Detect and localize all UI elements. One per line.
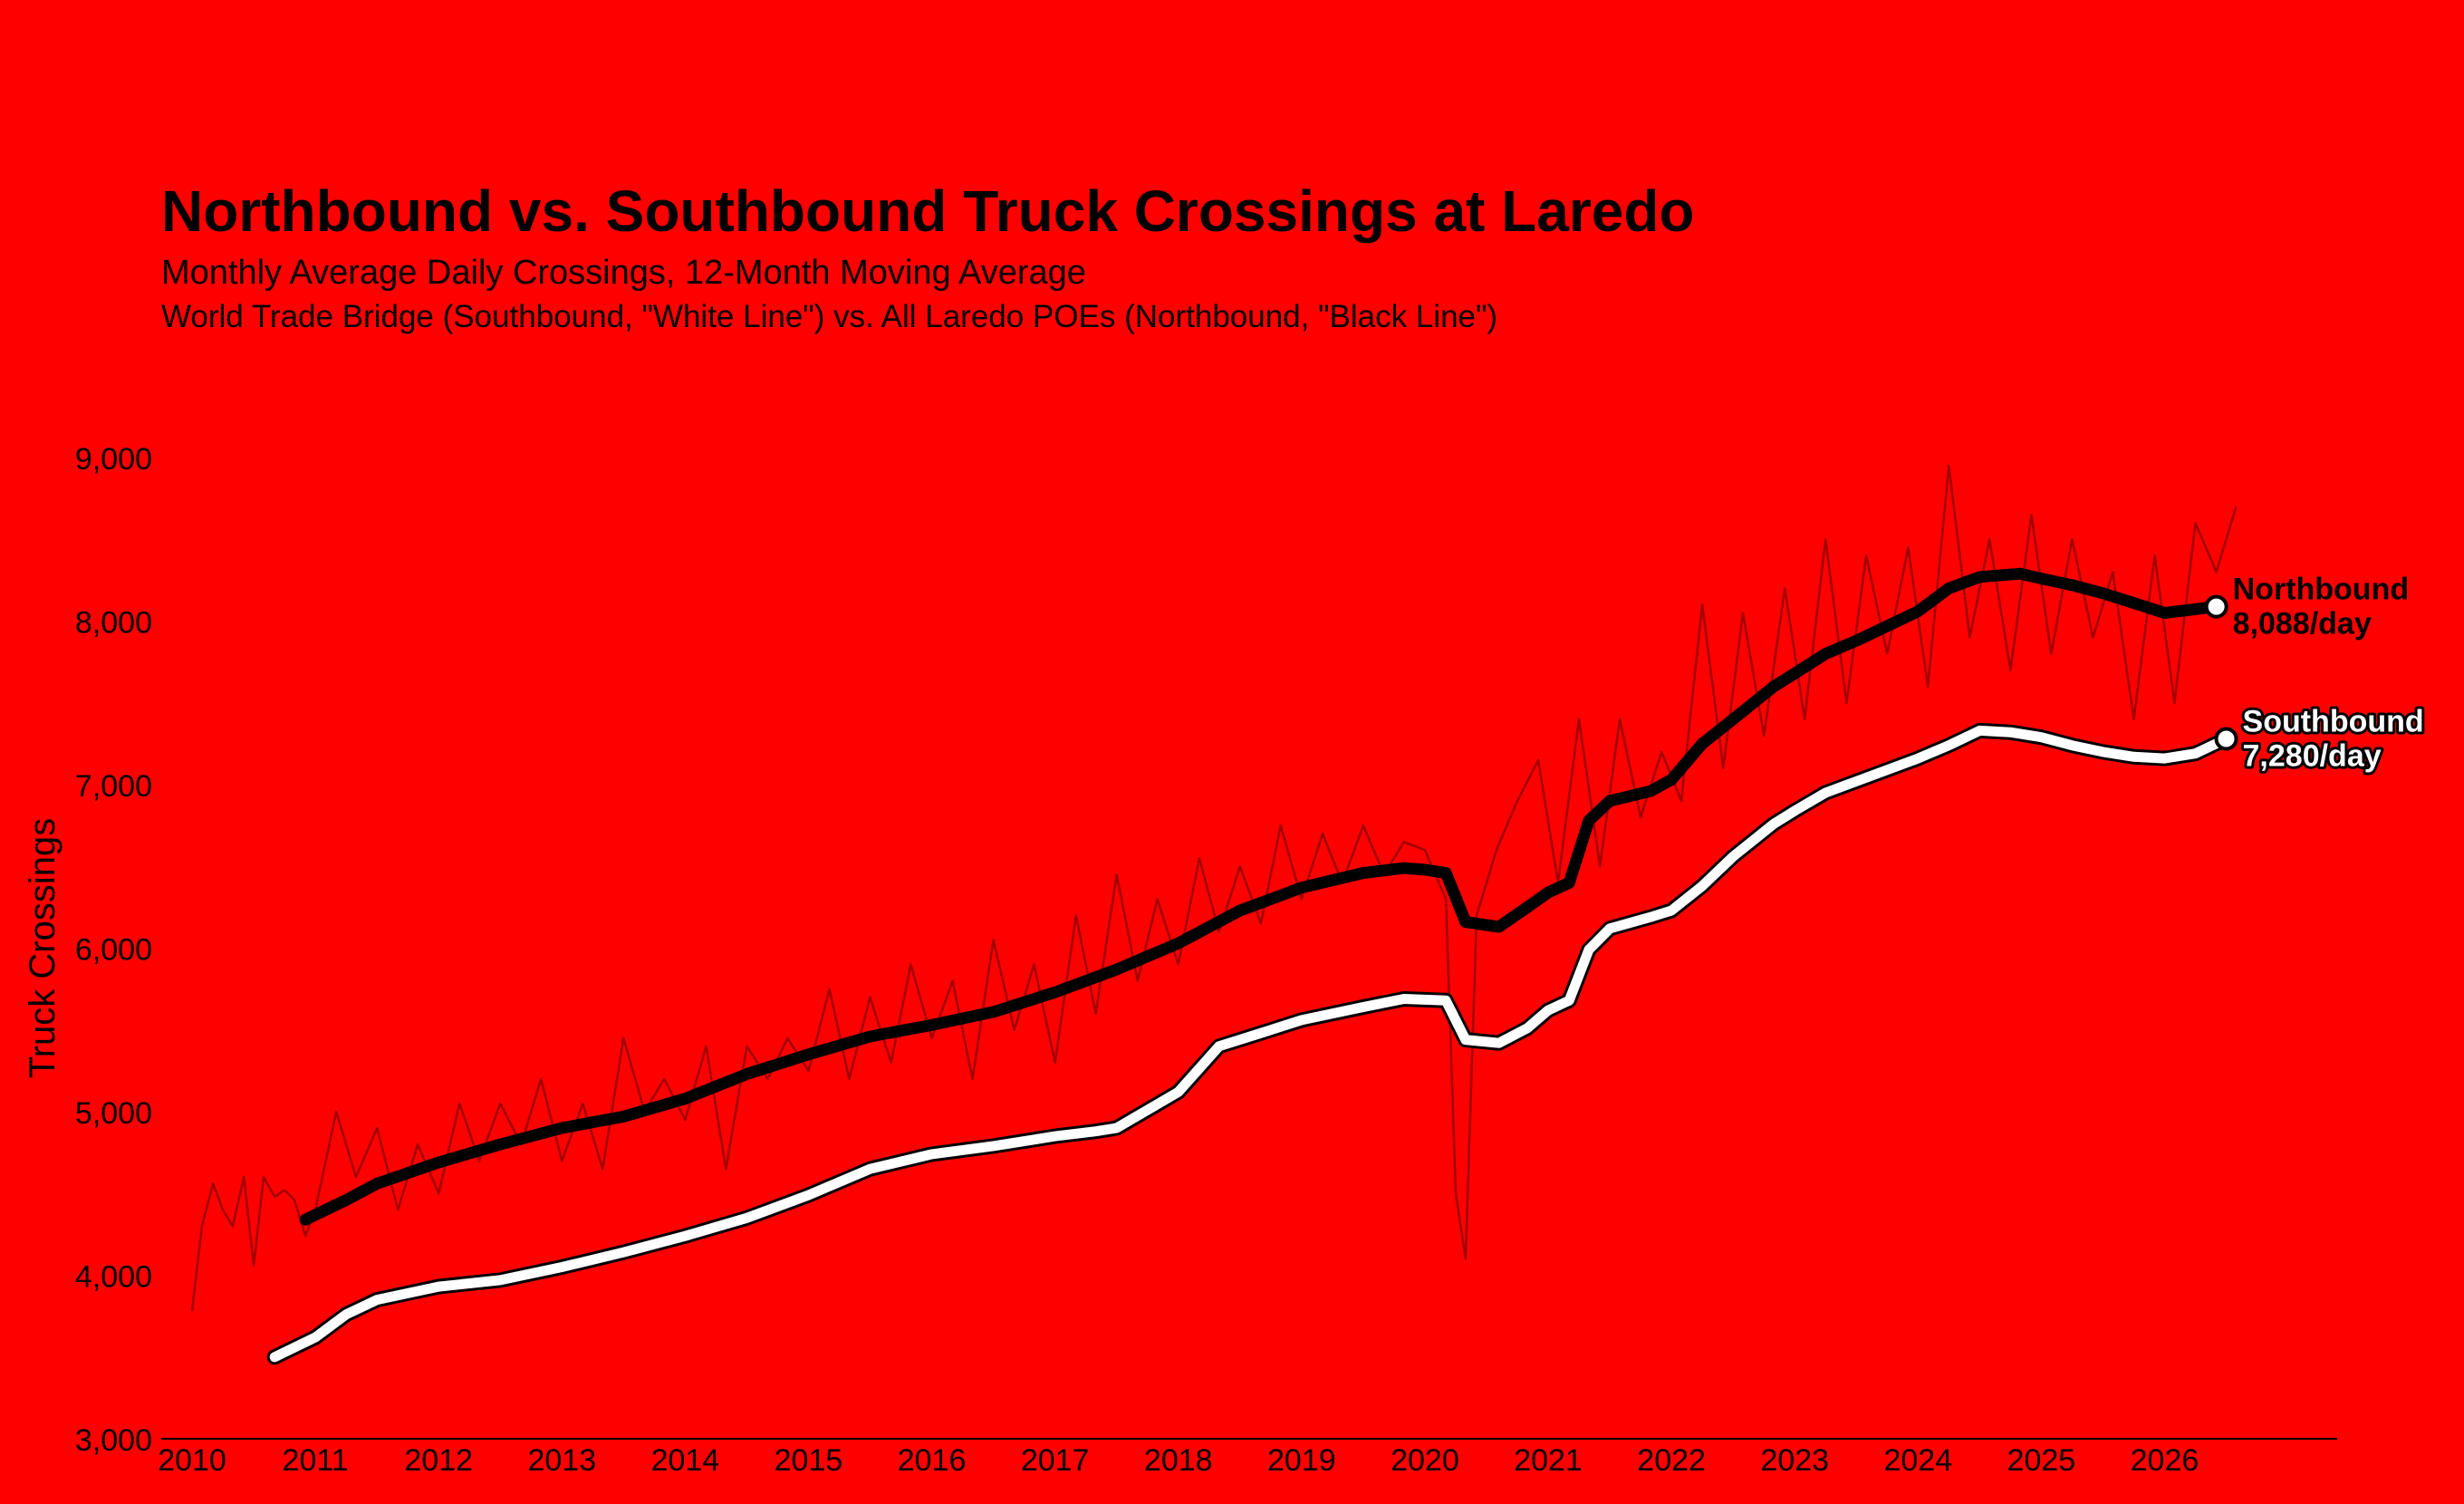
x-tick-label: 2023 <box>1760 1443 1829 1478</box>
x-tick-label: 2016 <box>898 1443 967 1478</box>
x-tick-label: 2017 <box>1021 1443 1090 1478</box>
y-tick-label: 3,000 <box>75 1423 152 1458</box>
y-tick-label: 8,000 <box>75 606 152 641</box>
x-tick-label: 2013 <box>527 1443 596 1478</box>
x-tick-label: 2020 <box>1391 1443 1459 1478</box>
x-tick-label: 2015 <box>775 1443 843 1478</box>
southbound-end-marker <box>2214 727 2238 751</box>
southbound-line <box>269 725 2231 1363</box>
chart-subtitle-secondary: World Trade Bridge (Southbound, "White L… <box>161 299 1498 334</box>
x-tick-label: 2019 <box>1267 1443 1336 1478</box>
x-tick-label: 2025 <box>2007 1443 2076 1478</box>
x-tick-label: 2022 <box>1637 1443 1706 1478</box>
y-tick-label: 7,000 <box>75 769 152 804</box>
x-tick-label: 2011 <box>283 1443 349 1478</box>
northbound-end-marker <box>2204 594 2228 619</box>
x-tick-label: 2012 <box>404 1443 473 1478</box>
southbound-end-value: 7,280/day <box>2243 738 2382 773</box>
northbound-end-label: Northbound <box>2233 573 2410 607</box>
northbound-line <box>299 567 2223 1226</box>
x-tick-label: 2021 <box>1514 1443 1583 1478</box>
y-axis-ticks: 3,000 4,000 5,000 6,000 7,000 8,000 9,000 <box>75 442 152 1458</box>
moving-average-layer <box>266 567 2234 1365</box>
northbound-end-value: 8,088/day <box>2233 607 2372 641</box>
y-axis-label: Truck Crossings <box>23 818 63 1078</box>
x-tick-label: 2014 <box>651 1443 720 1478</box>
y-tick-label: 6,000 <box>75 933 152 968</box>
x-axis-ticks: 2010 2011 2012 2013 2014 2015 2016 2017 2018 2019… <box>158 1443 2199 1478</box>
southbound-end-label: Southbound <box>2243 704 2424 738</box>
raw-monthly-line <box>190 464 2238 1312</box>
x-tick-label: 2010 <box>158 1443 226 1478</box>
chart-title: Northbound vs. Southbound Truck Crossing… <box>161 178 1695 244</box>
raw-series-layer <box>190 464 2238 1312</box>
x-tick-label: 2026 <box>2131 1443 2199 1478</box>
y-tick-label: 9,000 <box>75 442 152 477</box>
y-tick-label: 5,000 <box>75 1096 152 1131</box>
chart-subtitle: Monthly Average Daily Crossings, 12-Mont… <box>161 254 1086 292</box>
y-tick-label: 4,000 <box>75 1260 152 1295</box>
x-tick-label: 2024 <box>1883 1443 1952 1478</box>
x-tick-label: 2018 <box>1144 1443 1213 1478</box>
